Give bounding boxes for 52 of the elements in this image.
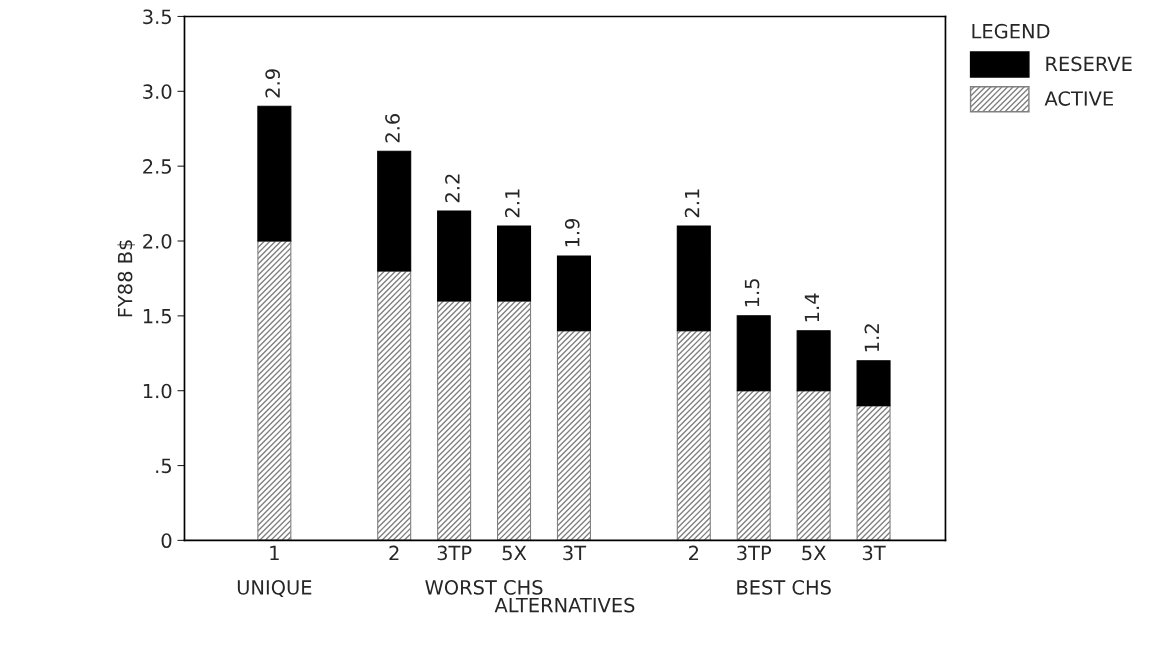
- total-label: 1.4: [804, 293, 819, 322]
- y-tick-label: 2.0: [143, 233, 172, 249]
- text: WORST CHS: [425, 580, 543, 595]
- x-tick-label: 3TP: [437, 545, 472, 561]
- total-label: 2.1: [504, 189, 520, 218]
- bar: [437, 300, 472, 541]
- text: BEST CHS: [737, 580, 831, 595]
- total-label: 2.1: [684, 189, 700, 218]
- bar: [736, 315, 771, 392]
- bar: [497, 225, 532, 302]
- legend-label: ACTIVE: [1044, 91, 1113, 106]
- y-tick-label: .5: [156, 458, 171, 474]
- x-tick-label: 5X: [502, 545, 527, 561]
- x-tick-label: 2: [689, 545, 699, 561]
- bar: [856, 405, 891, 541]
- bar: [497, 300, 532, 541]
- bar: [676, 225, 711, 332]
- total-label: 2.9: [265, 69, 280, 98]
- y-tick-label: 1.0: [143, 383, 172, 399]
- bar: [556, 255, 591, 332]
- bar: [257, 240, 292, 541]
- legend-title: LEGEND: [972, 23, 1050, 39]
- text: UNIQUE: [237, 580, 312, 597]
- bar: [556, 330, 591, 541]
- bar: [257, 105, 292, 242]
- bar: [676, 330, 711, 541]
- bar: [796, 390, 831, 541]
- bar: [377, 150, 412, 272]
- y-tick-label: 0: [161, 533, 172, 549]
- total-label: 1.2: [864, 324, 879, 352]
- x-tick-label: 3T: [563, 545, 587, 561]
- bar: [377, 270, 412, 541]
- y-tick-label: 1.5: [143, 309, 171, 324]
- total-label: 2.2: [445, 174, 460, 203]
- bar: [736, 390, 771, 541]
- bar: [796, 330, 831, 392]
- x-tick-label: 1: [270, 545, 279, 561]
- bar: [856, 360, 891, 407]
- total-label: 2.6: [385, 114, 400, 143]
- x-tick-label: 2: [389, 545, 399, 561]
- y-tick-label: 3.0: [143, 84, 172, 99]
- y-axis-title: FY88 B$: [117, 240, 136, 317]
- y-tick-label: 2.5: [143, 159, 171, 174]
- x-tick-label: 3TP: [737, 545, 772, 561]
- x-tick-label: 5X: [802, 545, 826, 561]
- x-tick-label: 3T: [862, 545, 886, 561]
- y-tick-label: 3.5: [143, 9, 171, 25]
- legend-label: RESERVE: [1046, 56, 1132, 72]
- x-axis-title: ALTERNATIVES: [494, 597, 635, 613]
- bar: [437, 210, 472, 302]
- total-label: 1.9: [564, 218, 580, 247]
- total-label: 1.5: [744, 279, 760, 307]
